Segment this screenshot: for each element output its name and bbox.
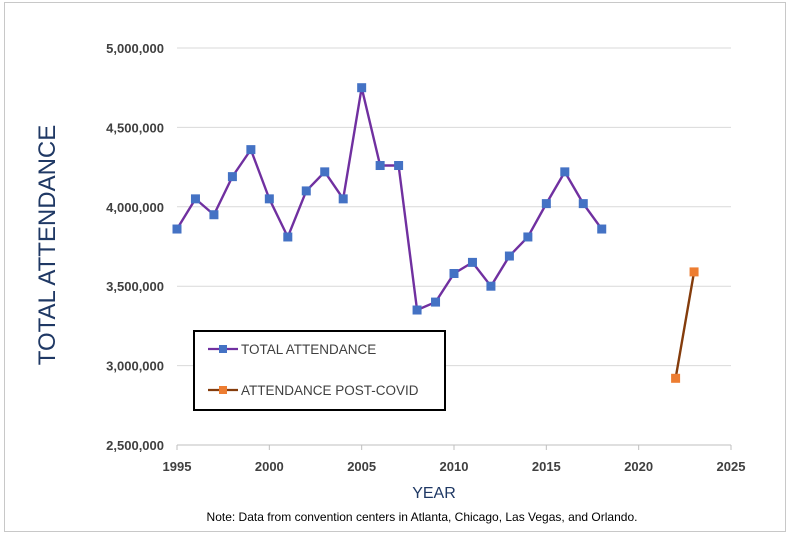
data-point [671, 373, 681, 383]
data-point [504, 251, 514, 261]
data-point [578, 199, 588, 209]
x-tick-label: 2010 [440, 459, 469, 474]
data-point [449, 268, 459, 278]
data-point [338, 194, 348, 204]
legend: TOTAL ATTENDANCE ATTENDANCE POST-COVID [193, 330, 446, 411]
data-point [431, 297, 441, 307]
y-tick-label: 4,000,000 [106, 200, 164, 215]
data-point [172, 224, 182, 234]
data-point [394, 161, 404, 171]
legend-label-postcovid: ATTENDANCE POST-COVID [241, 383, 419, 398]
data-point [467, 257, 477, 267]
data-point [560, 167, 570, 177]
x-tick-label: 2000 [255, 459, 284, 474]
data-point [523, 232, 533, 242]
y-tick-label: 3,000,000 [106, 359, 164, 374]
data-point [190, 194, 200, 204]
x-tick-label: 2015 [532, 459, 561, 474]
series-layer [172, 83, 699, 383]
data-point [486, 281, 496, 291]
data-point [689, 267, 699, 277]
data-point [209, 210, 219, 220]
data-point [320, 167, 330, 177]
y-axis-ticks: 2,500,000 3,000,000 3,500,000 4,000,000 4,50… [106, 41, 164, 453]
data-point [283, 232, 293, 242]
x-tick-label: 1995 [163, 459, 192, 474]
data-point [375, 161, 385, 171]
chart-frame [4, 2, 786, 532]
x-tick-label: 2025 [717, 459, 746, 474]
y-axis-label: TOTAL ATTENDANCE [34, 125, 61, 365]
y-tick-label: 3,500,000 [106, 279, 164, 294]
series-line-0 [175, 86, 603, 312]
legend-label-total: TOTAL ATTENDANCE [241, 342, 376, 357]
legend-marker-total [219, 345, 227, 353]
data-point [357, 83, 367, 93]
data-point [597, 224, 607, 234]
series-line-1 [674, 271, 696, 379]
x-tick-label: 2020 [624, 459, 653, 474]
x-tick-label: 2005 [347, 459, 376, 474]
data-point [246, 145, 256, 155]
x-axis-label: YEAR [412, 485, 456, 502]
y-tick-label: 2,500,000 [106, 438, 164, 453]
data-point [264, 194, 274, 204]
legend-marker-postcovid [219, 386, 227, 394]
y-tick-label: 5,000,000 [106, 41, 164, 56]
data-point [227, 172, 237, 182]
x-axis-ticks: 1995 2000 2005 2010 2015 2020 2025 [163, 445, 746, 474]
legend-box [193, 330, 446, 411]
data-point [412, 305, 422, 315]
data-point [541, 199, 551, 209]
chart-note: Note: Data from convention centers in At… [207, 510, 638, 524]
data-point [301, 186, 311, 196]
y-tick-label: 4,500,000 [106, 120, 164, 135]
